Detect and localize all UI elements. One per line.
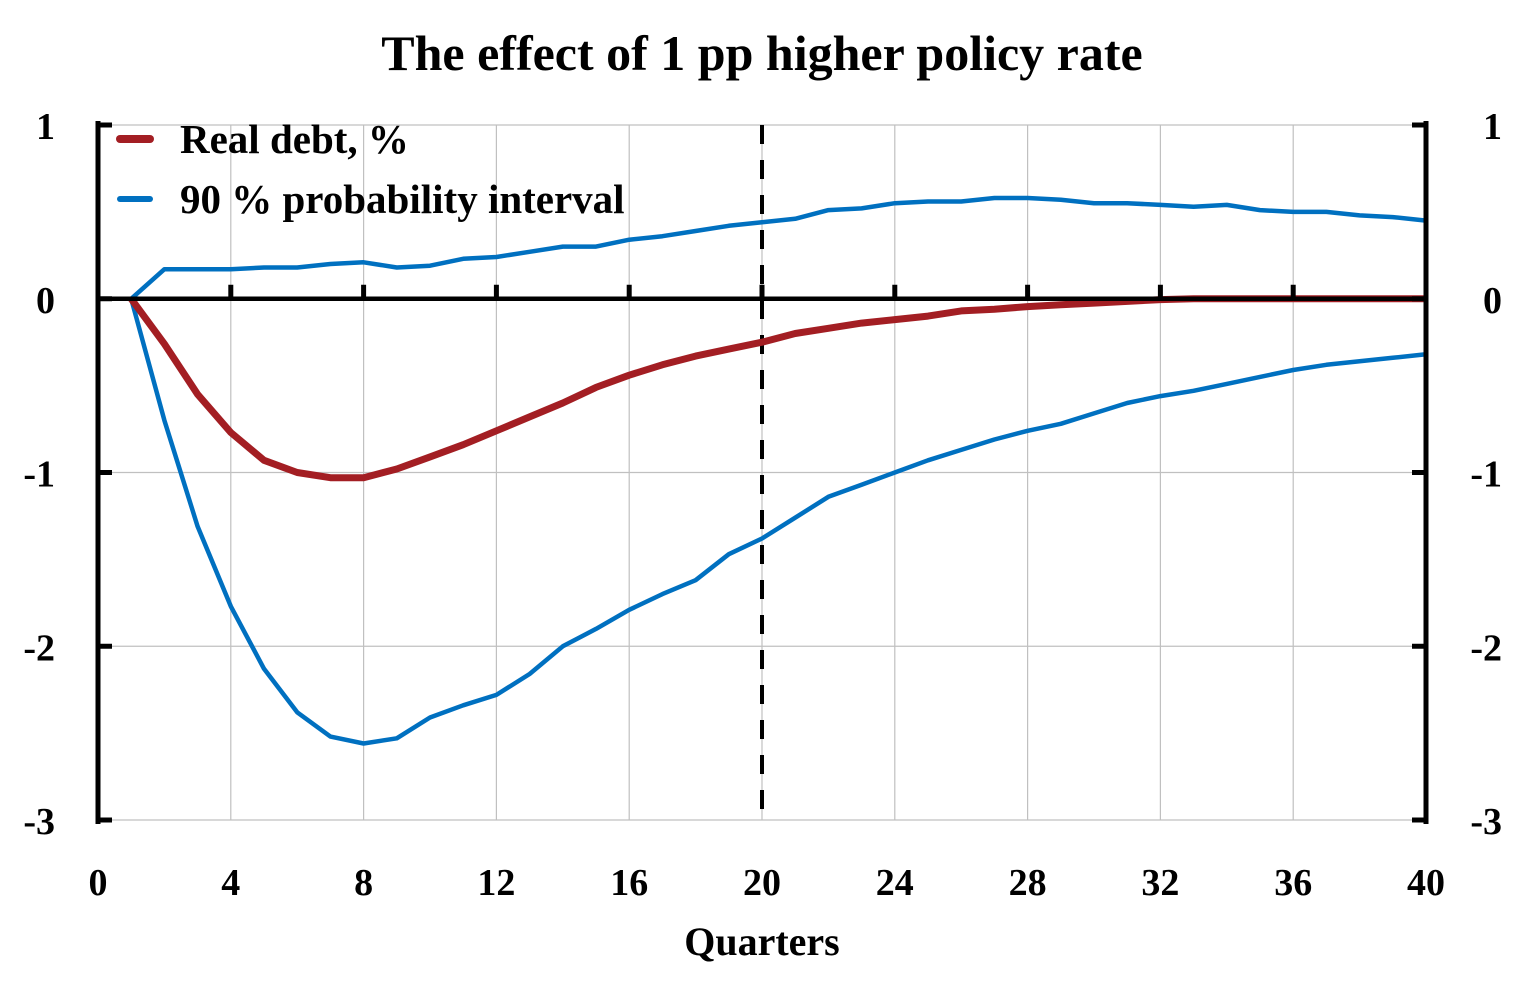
- y-tick-label-left: -2: [23, 627, 55, 669]
- x-tick-label: 36: [1274, 862, 1312, 904]
- x-tick-label: 12: [477, 862, 515, 904]
- y-tick-label-right: -2: [1470, 627, 1502, 669]
- y-tick-label-left: -1: [23, 454, 55, 496]
- x-axis-title: Quarters: [684, 919, 840, 964]
- x-tick-label: 40: [1407, 862, 1445, 904]
- legend-label-probability-interval: 90 % probability interval: [180, 176, 625, 222]
- y-tick-label-left: -3: [23, 801, 55, 843]
- y-tick-label-right: 0: [1483, 280, 1502, 322]
- y-tick-label-right: 1: [1483, 106, 1502, 148]
- y-tick-label-left: 0: [36, 280, 55, 322]
- x-tick-label: 8: [354, 862, 373, 904]
- x-tick-label: 32: [1141, 862, 1179, 904]
- axes: [95, 121, 1429, 824]
- series-line-lower-interval: [129, 298, 1427, 746]
- legend: Real debt, % 90 % probability interval: [116, 116, 625, 222]
- x-tick-label: 28: [1009, 862, 1047, 904]
- y-tick-label-right: -3: [1470, 801, 1502, 843]
- x-tick-label: 16: [610, 862, 648, 904]
- chart-title: The effect of 1 pp higher policy rate: [381, 25, 1142, 81]
- legend-label-real-debt: Real debt, %: [180, 116, 409, 162]
- y-tick-label-left: 1: [36, 106, 55, 148]
- series-line-upper-interval: [129, 195, 1427, 301]
- y-tick-label-right: -1: [1470, 454, 1502, 496]
- series-line-real-debt: [128, 295, 1426, 482]
- x-tick-label: 0: [89, 862, 108, 904]
- x-tick-label: 20: [743, 862, 781, 904]
- x-tick-label: 24: [876, 862, 914, 904]
- tick-labels: 0 4 8 12 16 20 24 28 32 36 40 1 1 0 0 -1 -1 -2 -2 -3 -3: [23, 106, 1502, 904]
- series-lines: [128, 195, 1427, 746]
- x-tick-label: 4: [221, 862, 240, 904]
